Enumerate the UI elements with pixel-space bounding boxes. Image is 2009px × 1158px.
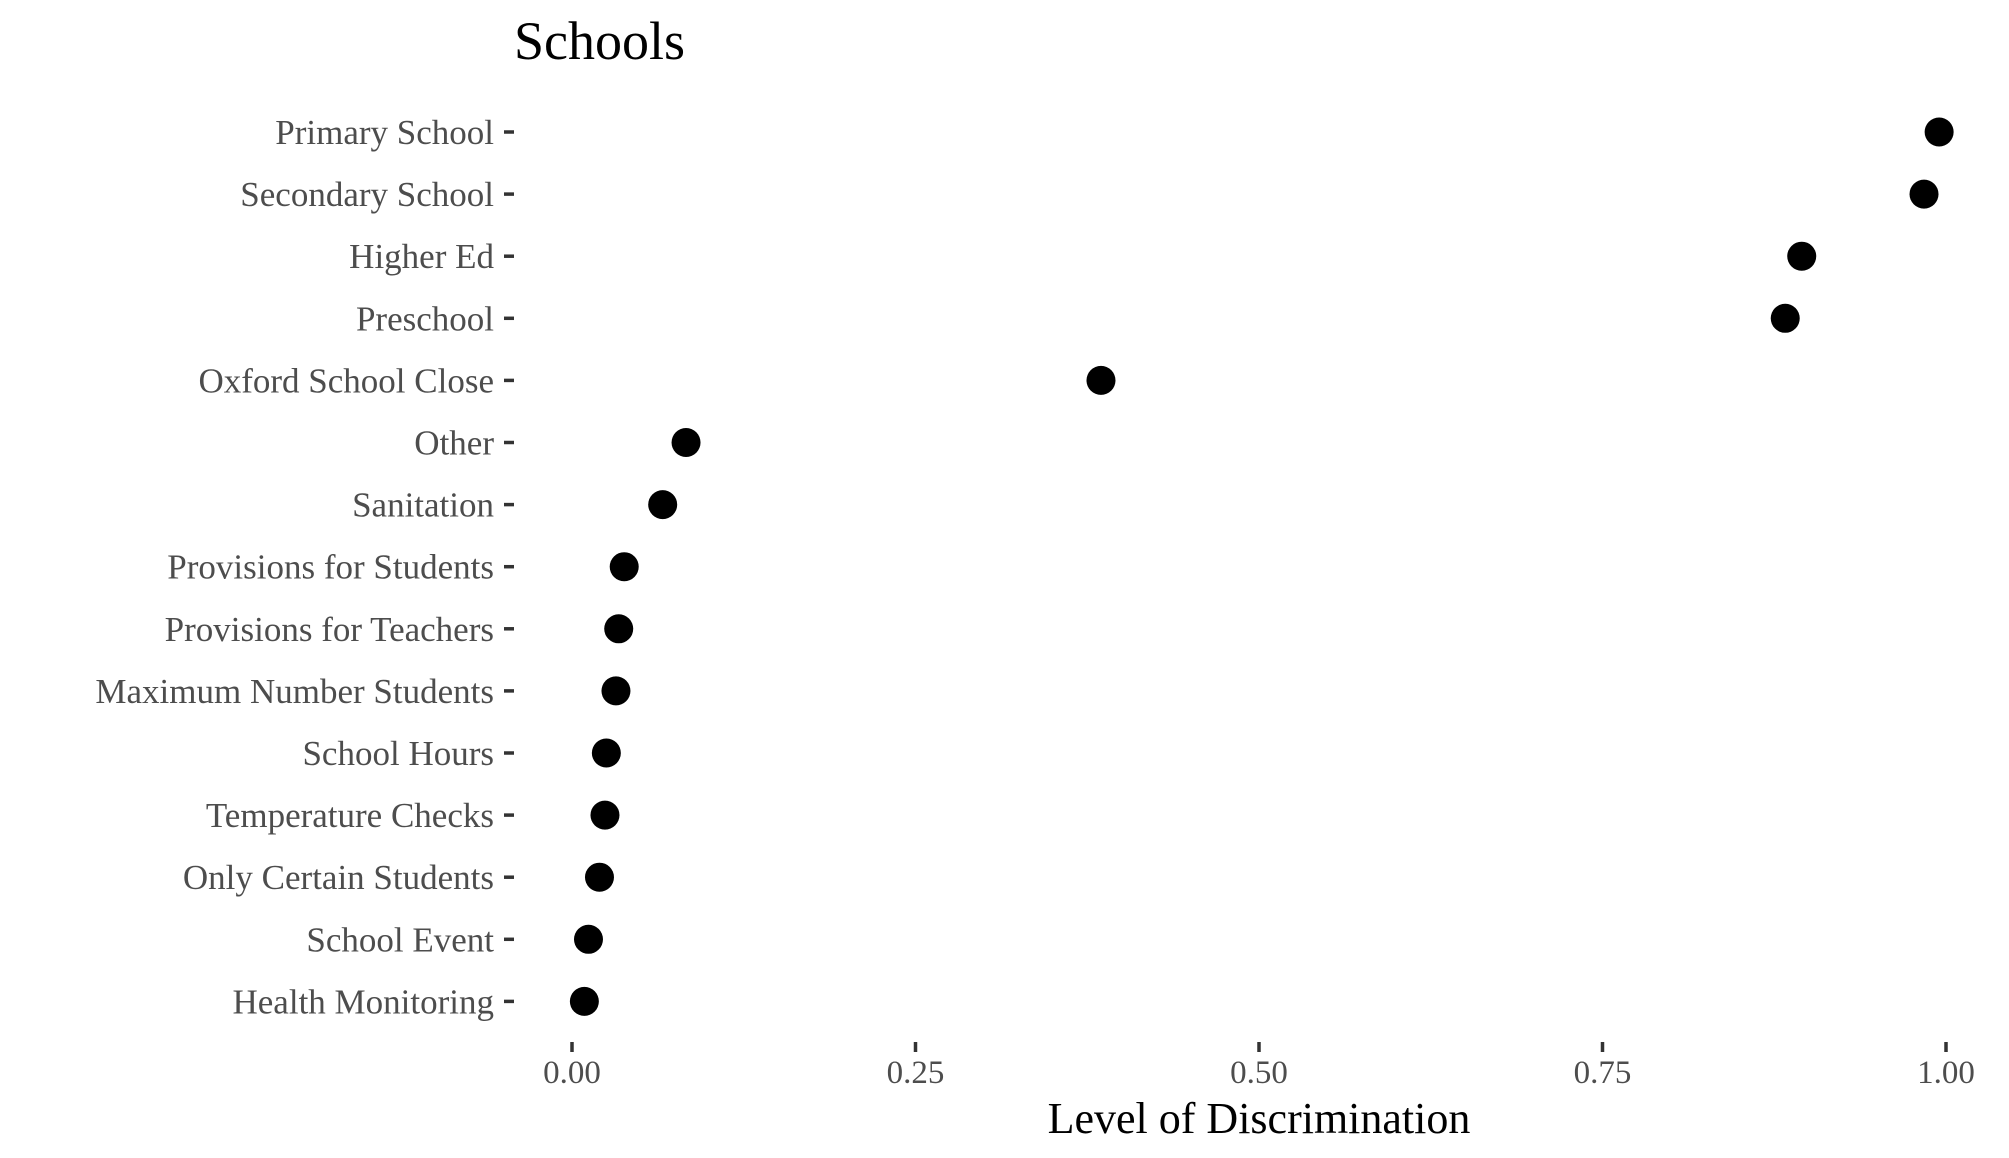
data-point	[1770, 303, 1800, 333]
data-point	[573, 924, 603, 954]
y-tick-label: Maximum Number Students	[95, 672, 494, 711]
y-tick-label: School Hours	[302, 734, 494, 773]
x-axis-title: Level of Discrimination	[1048, 1094, 1471, 1143]
x-tick-label: 0.50	[1230, 1055, 1288, 1091]
y-tick-label: Sanitation	[352, 486, 494, 525]
data-point	[590, 800, 620, 830]
data-points	[569, 117, 1954, 1016]
data-point	[584, 862, 614, 892]
data-point	[604, 614, 634, 644]
y-tick-label: Secondary School	[240, 175, 494, 214]
x-tick-label: 0.00	[543, 1055, 601, 1091]
data-point	[609, 552, 639, 582]
x-tick-label: 0.75	[1574, 1055, 1632, 1091]
y-tick-label: Oxford School Close	[198, 361, 494, 400]
chart-title: Schools	[514, 11, 685, 71]
y-tick-label: Higher Ed	[349, 237, 494, 276]
data-point	[591, 738, 621, 768]
x-tick-label: 1.00	[1917, 1055, 1975, 1091]
y-tick-label: Health Monitoring	[233, 982, 495, 1021]
data-point	[1909, 179, 1939, 209]
data-point	[569, 986, 599, 1016]
y-tick-label: School Event	[306, 920, 494, 959]
y-tick-label: Provisions for Students	[167, 548, 494, 587]
y-axis: Primary School Secondary School Higher Ed P…	[95, 113, 514, 1021]
y-tick-label: Other	[414, 424, 494, 463]
data-point	[671, 428, 701, 457]
data-point	[1787, 241, 1817, 271]
data-point	[1924, 117, 1954, 147]
data-point	[648, 490, 678, 520]
y-tick-label: Temperature Checks	[206, 796, 494, 835]
y-tick-label: Preschool	[356, 299, 494, 338]
x-axis: 0.00 0.25 0.50 0.75 1.00	[543, 1042, 1975, 1091]
x-tick-label: 0.25	[887, 1055, 945, 1091]
y-tick-label: Only Certain Students	[183, 858, 494, 897]
y-tick-label: Provisions for Teachers	[165, 610, 494, 649]
data-point	[601, 676, 631, 706]
data-point	[1086, 365, 1116, 395]
y-tick-label: Primary School	[275, 113, 494, 152]
